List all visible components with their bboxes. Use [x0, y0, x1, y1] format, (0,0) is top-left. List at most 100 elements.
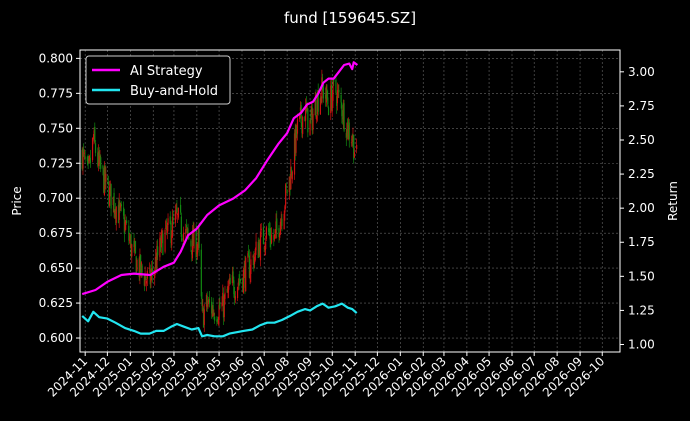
candle-body: [113, 192, 115, 212]
candle-body: [341, 103, 343, 117]
candle-body: [331, 96, 333, 112]
candle-body: [154, 257, 157, 269]
candle-body: [175, 210, 177, 213]
candle-body: [136, 259, 138, 271]
candle-body: [254, 248, 256, 261]
candle-body: [217, 320, 219, 324]
candle-body: [268, 228, 270, 233]
candle-body: [88, 159, 90, 161]
candle-body: [299, 112, 301, 120]
candle-body: [212, 305, 214, 315]
candle-body: [348, 122, 350, 140]
candle-body: [156, 245, 158, 268]
candle-body: [151, 268, 154, 275]
series-lines: [81, 61, 359, 338]
candle-body: [278, 228, 280, 238]
candle-body: [286, 189, 288, 194]
candle-body: [208, 298, 211, 303]
candle-body: [108, 187, 110, 206]
y-tick-label-right: 1.75: [628, 235, 655, 249]
candle-body: [170, 222, 172, 243]
candle-body: [253, 256, 256, 264]
candle-body: [164, 229, 166, 252]
candle-body: [181, 238, 183, 240]
candle-body: [218, 305, 220, 320]
candle-body: [174, 212, 177, 223]
candle-body: [223, 296, 225, 318]
candle-body: [104, 165, 106, 186]
candle-body: [284, 206, 286, 213]
candle-body: [124, 222, 126, 231]
candle-body: [352, 135, 354, 142]
candle-body: [248, 251, 250, 257]
candle-body: [99, 155, 101, 165]
candle-body: [84, 156, 86, 160]
candle-body: [346, 122, 348, 137]
candle-body: [169, 216, 171, 224]
candle-body: [191, 231, 194, 259]
candle-body: [309, 120, 311, 135]
candle-body: [327, 97, 329, 105]
candle-body: [250, 259, 252, 275]
candle-body: [285, 184, 287, 206]
candle-body: [108, 186, 111, 206]
candle-body: [197, 231, 199, 243]
candle-body: [155, 259, 157, 271]
plot-frame: [79, 49, 621, 353]
y-tick-label-right: 1.00: [628, 338, 655, 352]
candle-body: [226, 288, 228, 293]
candle-body: [322, 85, 324, 99]
y-tick-label-left: 0.650: [39, 261, 73, 275]
candle-body: [171, 216, 174, 238]
candle-body: [252, 255, 254, 258]
candle-body: [295, 124, 297, 153]
candle-body: [159, 237, 161, 258]
candle-body: [201, 299, 203, 306]
candle-body: [234, 296, 236, 300]
candle-body: [232, 271, 234, 279]
candle-body: [91, 137, 94, 161]
candle-body: [123, 207, 125, 216]
candle-body: [128, 239, 131, 241]
candle-body: [265, 241, 267, 249]
candle-body: [145, 276, 147, 281]
candle-body: [332, 79, 334, 101]
candle-body: [242, 278, 244, 291]
candle-body: [229, 277, 231, 285]
candle-body: [140, 254, 142, 275]
candle-body: [347, 125, 350, 140]
candle-body: [343, 103, 345, 131]
candle-body: [305, 105, 307, 121]
candle-body: [342, 105, 344, 123]
candle-body: [192, 228, 194, 246]
candle-body: [335, 79, 337, 93]
candle-body: [185, 225, 188, 228]
y-tick-label-right: 2.25: [628, 167, 655, 181]
candle-body: [186, 227, 188, 231]
candle-body: [228, 285, 230, 290]
candle-body: [244, 263, 246, 288]
candle-body: [291, 171, 293, 180]
series-line-ai-strategy: [81, 61, 359, 296]
candle-body: [100, 157, 102, 169]
candle-body: [94, 143, 97, 153]
candle-body: [268, 228, 270, 232]
y-tick-label-left: 0.625: [39, 296, 73, 310]
candle-body: [336, 96, 338, 106]
candle-body: [296, 119, 299, 134]
candle-body: [172, 217, 174, 220]
candle-body: [259, 231, 262, 261]
candle-body: [98, 151, 100, 164]
candle-body: [213, 312, 215, 316]
candle-body: [208, 299, 210, 303]
candle-body: [253, 256, 255, 268]
candle-body: [109, 183, 111, 189]
candle-body: [301, 122, 303, 134]
y-tick-label-left: 0.700: [39, 191, 73, 205]
candle-body: [263, 247, 265, 249]
candle-body: [340, 94, 342, 103]
candle-body: [92, 137, 94, 139]
candle-body: [207, 304, 209, 307]
candle-body: [205, 295, 208, 307]
